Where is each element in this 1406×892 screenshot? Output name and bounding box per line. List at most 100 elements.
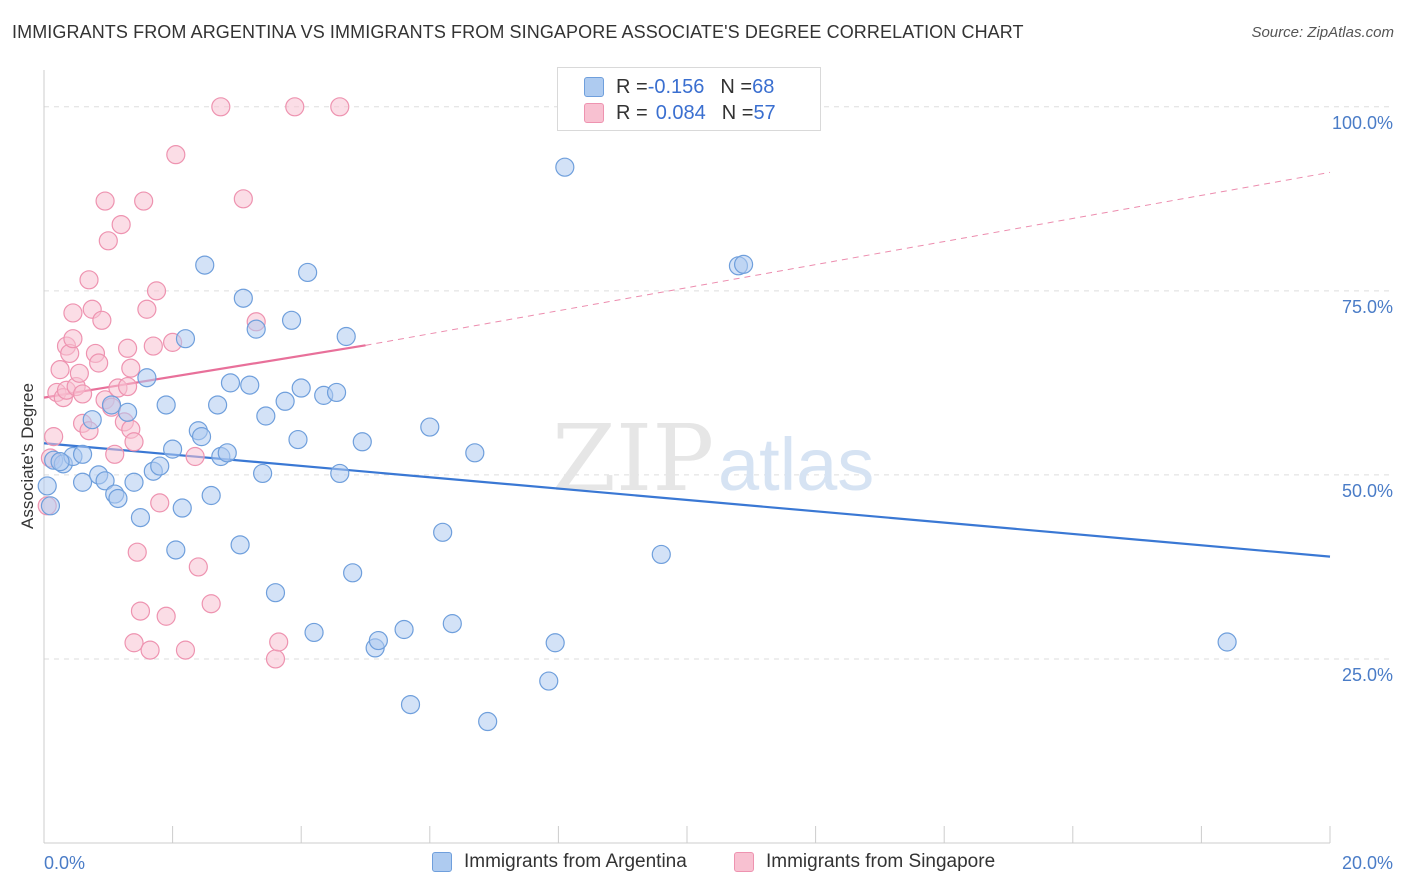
point-argentina [256,406,276,426]
point-argentina [217,443,237,463]
point-singapore [185,446,205,467]
point-argentina [150,456,170,476]
point-argentina [95,471,115,491]
legend-item-argentina[interactable]: Immigrants from Argentina [432,851,687,873]
point-singapore [63,329,83,349]
point-singapore [140,640,160,660]
point-argentina [246,319,266,339]
point-argentina [208,395,228,415]
point-argentina [50,452,70,472]
point-argentina [130,508,151,528]
point-argentina [72,472,93,492]
point-argentina [275,391,295,411]
point-singapore [156,606,176,626]
y-tick-label: 75.0% [1342,297,1393,317]
legend-n-value: 57 [753,101,776,124]
point-singapore [124,633,144,653]
point-argentina [40,496,61,516]
legend-swatch-argentina [432,852,452,872]
y-tick-label: 50.0% [1342,481,1393,501]
point-argentina [1217,632,1237,652]
point-argentina [108,488,128,509]
legend-r-label: R = [616,75,648,98]
point-argentina [137,368,157,388]
point-singapore [124,432,144,452]
point-argentina [240,375,260,395]
point-argentina [175,329,196,349]
point-singapore [98,231,118,251]
point-singapore [92,310,112,330]
point-singapore [95,191,115,211]
point-singapore [330,97,350,117]
point-singapore [72,384,93,404]
trend-lines [43,171,1331,558]
point-argentina [478,711,498,732]
point-singapore [146,281,167,301]
point-argentina [330,463,350,484]
point-argentina [156,395,176,415]
point-argentina [82,410,102,430]
point-singapore [150,493,170,513]
legend-item-singapore[interactable]: Immigrants from Singapore [734,851,995,873]
point-singapore [105,444,125,464]
legend-label-argentina: Immigrants from Argentina [464,851,687,872]
point-singapore [50,360,70,380]
point-singapore [265,649,286,669]
legend-r-label: R = [616,101,648,124]
watermark-atlas: atlas [718,423,874,506]
legend-row-singapore: R = 0.084 N = 57 [584,100,776,126]
legend-n-label: N = [721,101,754,124]
point-argentina [233,288,253,308]
point-argentina [465,443,485,463]
y-tick-label: 100.0% [1332,113,1393,133]
point-argentina [291,378,311,398]
point-singapore [166,145,186,165]
point-argentina [420,417,440,437]
point-argentina [400,694,421,715]
point-argentina [651,544,671,565]
point-singapore [285,97,305,117]
point-argentina [733,254,754,274]
legend-label-singapore: Immigrants from Singapore [766,851,996,872]
chart-title: IMMIGRANTS FROM ARGENTINA VS IMMIGRANTS … [12,22,1024,42]
point-singapore [44,427,64,447]
point-argentina [394,619,414,640]
source-label: Source: ZipAtlas.com [1251,24,1394,41]
legend-row-argentina: R = -0.156 N = 68 [584,74,774,100]
point-argentina [220,373,241,393]
point-argentina [442,614,462,634]
data-points [37,97,1237,732]
legend-swatch-singapore [734,852,754,872]
tick-labels: 25.0% 50.0% 75.0% 100.0% 0.0% 20.0% [44,113,1393,873]
point-argentina [201,485,221,506]
point-argentina [545,633,565,653]
point-argentina [539,671,559,691]
point-argentina [124,472,144,492]
point-singapore [201,594,221,614]
point-singapore [69,363,89,383]
trend-line-singapore-extension [365,171,1331,346]
point-argentina [253,463,273,484]
point-singapore [117,376,138,397]
legend-swatch-argentina [584,77,604,97]
y-tick-label: 25.0% [1342,665,1393,685]
point-argentina [343,563,363,583]
point-argentina [326,382,347,403]
point-argentina [166,540,186,560]
trend-line-singapore [43,344,366,399]
point-argentina [352,432,372,452]
point-argentina [72,444,93,464]
series-legend: Immigrants from Argentina Immigrants fro… [0,851,1406,879]
point-argentina [117,402,138,422]
point-argentina [304,622,324,643]
point-argentina [172,498,192,518]
point-singapore [111,215,131,235]
point-singapore [130,601,151,621]
point-argentina [281,310,302,330]
point-argentina [433,522,453,542]
legend-r-value: 0.084 [655,101,706,124]
legend-r-value: -0.156 [647,75,705,98]
point-argentina [555,157,575,177]
legend-swatch-singapore [584,103,604,123]
